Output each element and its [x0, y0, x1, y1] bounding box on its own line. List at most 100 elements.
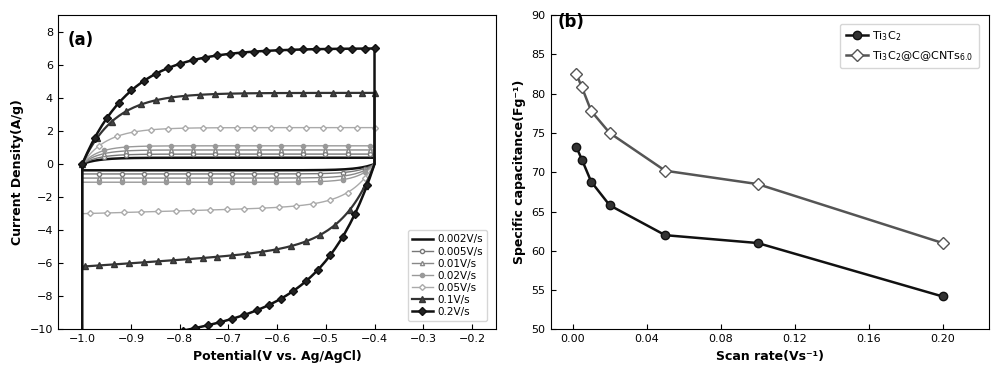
- 0.1V/s: [369, 91, 381, 95]
- 0.002V/s: [76, 162, 88, 166]
- Ti$_3$C$_2$: [604, 203, 616, 208]
- 0.02V/s: [369, 144, 381, 148]
- 0.002V/s: [319, 156, 331, 160]
- 0.2V/s: [170, 330, 182, 334]
- 0.01V/s: [192, 176, 204, 180]
- 0.005V/s: [76, 162, 88, 166]
- Line: 0.005V/s: 0.005V/s: [80, 152, 377, 176]
- 0.2V/s: [76, 162, 88, 166]
- Line: Ti$_3$C$_2$: Ti$_3$C$_2$: [572, 143, 947, 301]
- 0.02V/s: [192, 180, 204, 184]
- Legend: 0.002V/s, 0.005V/s, 0.01V/s, 0.02V/s, 0.05V/s, 0.1V/s, 0.2V/s: 0.002V/s, 0.005V/s, 0.01V/s, 0.02V/s, 0.…: [408, 230, 487, 321]
- 0.02V/s: [76, 162, 88, 166]
- 0.01V/s: [76, 162, 88, 166]
- 0.005V/s: [165, 172, 177, 176]
- 0.05V/s: [334, 125, 346, 130]
- 0.05V/s: [319, 125, 331, 130]
- 0.005V/s: [170, 172, 182, 176]
- Ti$_3$C$_2$@C@CNTs$_{6.0}$: [576, 85, 588, 90]
- 0.05V/s: [369, 125, 381, 130]
- Ti$_3$C$_2$@C@CNTs$_{6.0}$: [752, 182, 764, 186]
- Ti$_3$C$_2$: [570, 145, 582, 149]
- 0.1V/s: [76, 162, 88, 166]
- 0.005V/s: [334, 152, 346, 156]
- 0.002V/s: [236, 168, 248, 172]
- 0.005V/s: [76, 162, 88, 166]
- 0.1V/s: [76, 162, 88, 166]
- 0.02V/s: [319, 144, 331, 148]
- 0.2V/s: [76, 345, 88, 350]
- Ti$_3$C$_2$: [576, 157, 588, 162]
- 0.2V/s: [236, 313, 248, 318]
- Line: Ti$_3$C$_2$@C@CNTs$_{6.0}$: Ti$_3$C$_2$@C@CNTs$_{6.0}$: [572, 70, 947, 247]
- Line: 0.05V/s: 0.05V/s: [80, 126, 377, 216]
- 0.01V/s: [319, 148, 331, 152]
- 0.2V/s: [192, 325, 204, 330]
- 0.005V/s: [76, 172, 88, 176]
- 0.002V/s: [369, 156, 381, 160]
- 0.01V/s: [76, 162, 88, 166]
- 0.2V/s: [369, 46, 381, 51]
- Text: (a): (a): [68, 31, 94, 49]
- 0.1V/s: [319, 91, 331, 95]
- 0.1V/s: [76, 264, 88, 269]
- Ti$_3$C$_2$@C@CNTs$_{6.0}$: [937, 241, 949, 245]
- 0.01V/s: [170, 176, 182, 180]
- Ti$_3$C$_2$@C@CNTs$_{6.0}$: [604, 131, 616, 135]
- Text: (b): (b): [558, 13, 585, 31]
- 0.05V/s: [76, 211, 88, 216]
- 0.002V/s: [192, 168, 204, 172]
- 0.1V/s: [165, 258, 177, 263]
- 0.01V/s: [165, 176, 177, 180]
- 0.02V/s: [334, 144, 346, 148]
- 0.01V/s: [334, 148, 346, 152]
- Ti$_3$C$_2$: [585, 180, 597, 184]
- Ti$_3$C$_2$: [752, 241, 764, 245]
- Line: 0.02V/s: 0.02V/s: [80, 144, 377, 184]
- X-axis label: Potential(V vs. Ag/AgCl): Potential(V vs. Ag/AgCl): [193, 350, 361, 363]
- 0.05V/s: [170, 209, 182, 213]
- Legend: Ti$_3$C$_2$, Ti$_3$C$_2$@C@CNTs$_{6.0}$: Ti$_3$C$_2$, Ti$_3$C$_2$@C@CNTs$_{6.0}$: [840, 24, 979, 68]
- 0.002V/s: [165, 168, 177, 172]
- 0.005V/s: [236, 172, 248, 176]
- 0.1V/s: [236, 252, 248, 257]
- 0.05V/s: [76, 162, 88, 166]
- 0.002V/s: [334, 156, 346, 160]
- 0.05V/s: [236, 207, 248, 211]
- Line: 0.01V/s: 0.01V/s: [80, 148, 377, 180]
- Line: 0.002V/s: 0.002V/s: [82, 158, 375, 170]
- 0.01V/s: [236, 176, 248, 180]
- Y-axis label: Current Density(A/g): Current Density(A/g): [11, 99, 24, 245]
- Ti$_3$C$_2$@C@CNTs$_{6.0}$: [585, 109, 597, 113]
- 0.02V/s: [170, 180, 182, 184]
- 0.2V/s: [165, 331, 177, 335]
- Y-axis label: Specific capacitance(Fg⁻¹): Specific capacitance(Fg⁻¹): [513, 80, 526, 264]
- 0.01V/s: [76, 176, 88, 180]
- 0.005V/s: [369, 152, 381, 156]
- 0.2V/s: [334, 46, 346, 51]
- Ti$_3$C$_2$@C@CNTs$_{6.0}$: [659, 168, 671, 173]
- 0.1V/s: [170, 258, 182, 262]
- X-axis label: Scan rate(Vs⁻¹): Scan rate(Vs⁻¹): [716, 350, 824, 363]
- 0.05V/s: [76, 162, 88, 166]
- 0.005V/s: [319, 152, 331, 156]
- 0.02V/s: [76, 162, 88, 166]
- Ti$_3$C$_2$@C@CNTs$_{6.0}$: [570, 72, 582, 76]
- 0.02V/s: [236, 180, 248, 184]
- 0.1V/s: [192, 256, 204, 261]
- 0.1V/s: [334, 91, 346, 95]
- 0.2V/s: [76, 162, 88, 166]
- 0.002V/s: [76, 162, 88, 166]
- 0.02V/s: [76, 180, 88, 184]
- 0.002V/s: [76, 168, 88, 172]
- 0.05V/s: [192, 208, 204, 212]
- 0.01V/s: [369, 148, 381, 152]
- Line: 0.2V/s: 0.2V/s: [79, 46, 377, 350]
- Ti$_3$C$_2$: [937, 294, 949, 299]
- 0.05V/s: [165, 209, 177, 214]
- 0.02V/s: [165, 180, 177, 184]
- 0.2V/s: [319, 47, 331, 51]
- 0.002V/s: [170, 168, 182, 172]
- 0.005V/s: [192, 172, 204, 176]
- Line: 0.1V/s: 0.1V/s: [79, 90, 377, 269]
